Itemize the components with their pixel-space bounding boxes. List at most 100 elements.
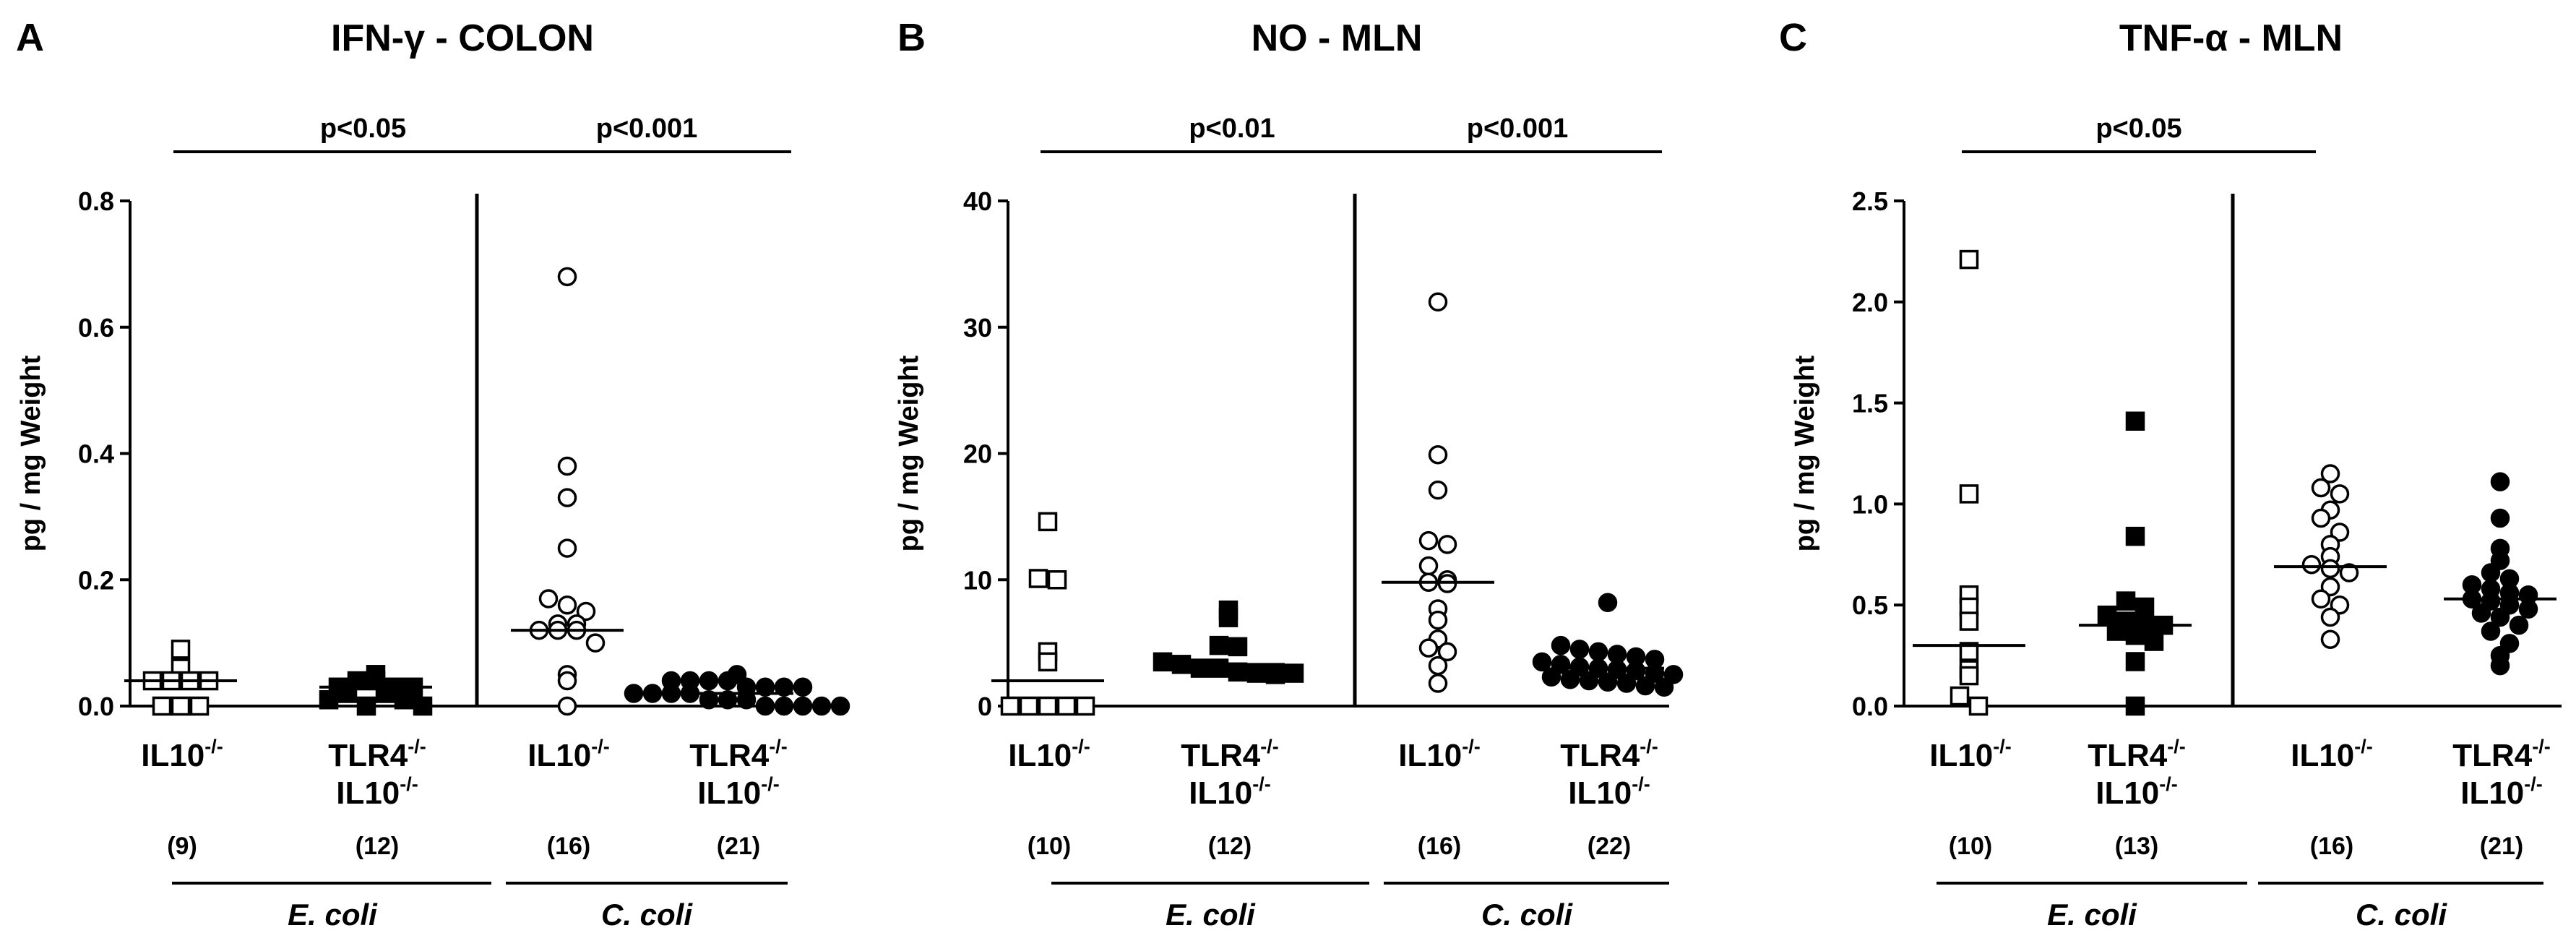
data-point xyxy=(2320,464,2340,483)
group-n-label: (9) xyxy=(167,833,197,860)
data-point xyxy=(171,696,191,716)
group-label: IL10-/- xyxy=(336,773,418,811)
group-label: IL10-/- xyxy=(1929,736,2012,773)
data-point xyxy=(2311,508,2331,528)
data-point xyxy=(830,696,850,716)
p-value-label: p<0.001 xyxy=(1467,113,1569,144)
data-point xyxy=(413,696,433,716)
data-point xyxy=(2490,607,2510,627)
data-point xyxy=(1190,658,1210,678)
group-label: TLR4-/- xyxy=(1181,736,1278,773)
data-point xyxy=(1153,652,1173,672)
panel-b: B NO - MLN pg / mg Weight 0 10 20 30 40 p<0.01 p<… xyxy=(894,16,1684,932)
data-point xyxy=(2125,652,2145,671)
data-point xyxy=(1284,663,1304,683)
group-label: IL10-/- xyxy=(1189,773,1271,811)
y-tick-label: 0 xyxy=(978,692,992,721)
y-axis-label: pg / mg Weight xyxy=(1790,355,1820,551)
p-value-label: p<0.05 xyxy=(320,113,406,144)
data-point xyxy=(2135,597,2155,617)
data-point xyxy=(2097,605,2117,625)
data-point xyxy=(1019,696,1039,716)
data-point xyxy=(1959,611,1979,631)
y-tick-label: 1.0 xyxy=(1852,489,1888,519)
data-point xyxy=(2144,632,2164,651)
data-point xyxy=(1635,676,1655,696)
data-point xyxy=(1038,696,1058,716)
infection-label: C. coli xyxy=(601,898,693,932)
data-point xyxy=(1437,642,1457,662)
data-point xyxy=(1579,671,1599,691)
data-point xyxy=(2471,603,2491,623)
data-point xyxy=(585,633,606,653)
group-label: TLR4-/- xyxy=(328,736,426,773)
data-point xyxy=(1265,665,1285,684)
data-point xyxy=(718,690,738,710)
y-tick-label: 40 xyxy=(963,186,992,216)
y-tick-label: 0.4 xyxy=(78,439,114,469)
data-point xyxy=(2330,484,2350,504)
data-point xyxy=(1532,652,1552,672)
panel-letter: A xyxy=(16,16,44,59)
group-n-label: (16) xyxy=(2310,833,2353,860)
data-point xyxy=(189,696,210,716)
group-label: IL10-/- xyxy=(2095,773,2178,811)
data-point xyxy=(699,690,719,710)
group-0: IL10-/- (10) xyxy=(1913,249,2025,860)
data-point xyxy=(1428,610,1448,630)
data-point xyxy=(356,696,376,716)
data-point xyxy=(2490,472,2510,491)
data-point xyxy=(1209,658,1229,678)
y-tick-label: 0.8 xyxy=(78,186,114,216)
panel-letter: C xyxy=(1779,16,1807,59)
y-tick-label: 0.2 xyxy=(78,565,114,595)
data-point xyxy=(1038,512,1058,532)
data-point xyxy=(557,456,577,476)
infection-label: E. coli xyxy=(288,898,378,932)
data-point xyxy=(557,488,577,507)
data-point xyxy=(1560,670,1580,689)
data-point xyxy=(1654,677,1674,697)
y-tick-label: 1.5 xyxy=(1852,389,1888,418)
data-point xyxy=(2320,559,2340,579)
data-point xyxy=(2339,563,2359,582)
group-label: IL10-/- xyxy=(527,736,610,773)
data-point xyxy=(1428,655,1448,676)
data-point xyxy=(1541,667,1561,687)
data-point xyxy=(557,595,577,615)
data-point xyxy=(1428,480,1448,500)
infection-label: E. coli xyxy=(2047,898,2137,932)
group-1: TLR4-/-IL10-/- (13) xyxy=(2079,411,2192,860)
group-2: IL10-/- (16) xyxy=(1382,292,1494,860)
group-n-label: (16) xyxy=(1418,833,1461,860)
data-point xyxy=(2125,411,2145,431)
group-label: IL10-/- xyxy=(2460,773,2543,811)
group-label: IL10-/- xyxy=(1568,773,1650,811)
data-point xyxy=(2125,625,2145,645)
data-point xyxy=(1598,593,1618,612)
y-tick-label: 30 xyxy=(963,313,992,343)
data-point xyxy=(1588,642,1608,662)
data-point xyxy=(661,684,681,703)
data-point xyxy=(1616,674,1637,693)
group-2: IL10-/- (16) xyxy=(511,267,624,860)
group-label: IL10-/- xyxy=(141,736,223,773)
data-point xyxy=(1056,696,1077,716)
data-point xyxy=(337,684,358,703)
y-tick-label: 2.5 xyxy=(1852,186,1888,216)
data-point xyxy=(1950,686,1970,706)
data-point xyxy=(538,589,559,609)
data-point xyxy=(2311,478,2331,498)
data-point xyxy=(1038,652,1058,672)
group-0: IL10-/- (9) xyxy=(124,640,237,860)
data-point xyxy=(642,684,663,703)
data-point xyxy=(2116,591,2136,611)
data-point xyxy=(2490,508,2510,528)
group-label: IL10-/- xyxy=(1398,736,1481,773)
data-point xyxy=(557,696,577,716)
data-point xyxy=(557,671,577,691)
data-point xyxy=(793,696,813,716)
data-point xyxy=(1218,608,1239,627)
data-point xyxy=(793,677,813,697)
